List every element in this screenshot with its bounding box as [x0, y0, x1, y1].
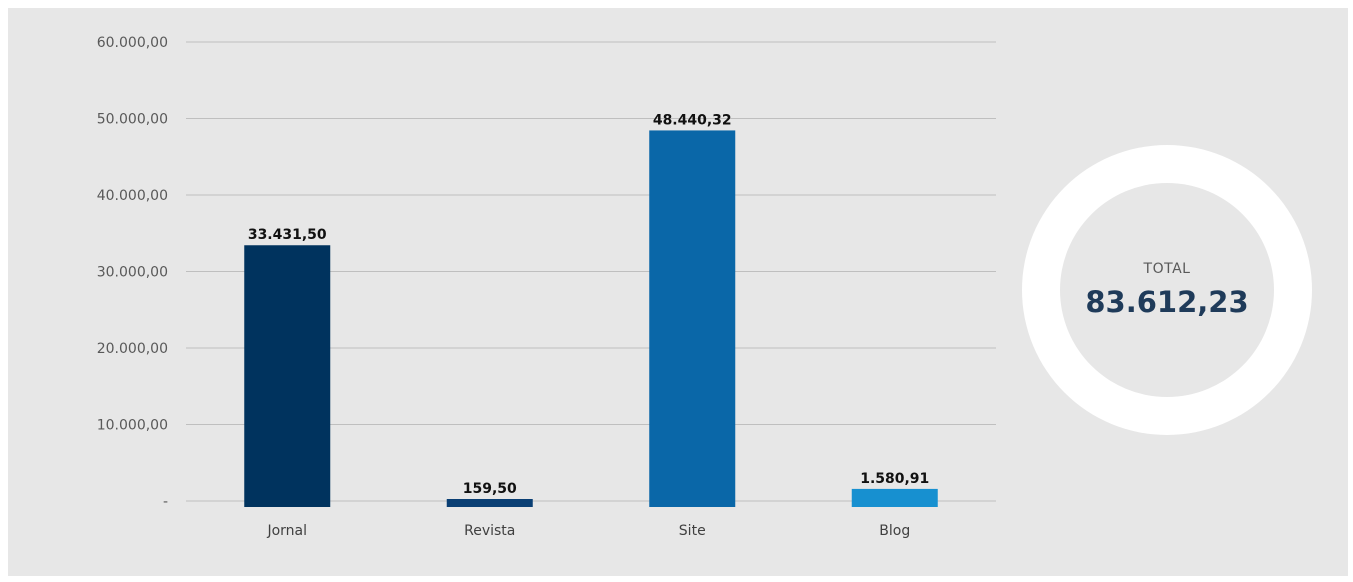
category-label: Jornal [266, 523, 307, 539]
data-label: 48.440,32 [653, 112, 732, 128]
bars [244, 130, 938, 507]
bar-revista [446, 499, 533, 507]
category-label: Revista [464, 523, 515, 539]
total-donut-center: TOTAL 83.612,23 [1060, 183, 1274, 397]
y-tick-label: 20.000,00 [97, 341, 168, 357]
total-label: TOTAL [1143, 261, 1191, 277]
bar-site [649, 130, 736, 507]
y-tick-label: 60.000,00 [97, 35, 168, 51]
bar-jornal [244, 245, 331, 507]
data-labels: 33.431,50 159,50 48.440,32 1.580,91 [248, 112, 929, 497]
y-tick-label: 30.000,00 [97, 265, 168, 281]
y-axis-tick-labels: - 10.000,00 20.000,00 30.000,00 40.000,00 50.… [97, 35, 168, 510]
x-axis-category-labels: Jornal Revista Site Blog [266, 523, 910, 539]
category-label: Blog [879, 523, 910, 539]
bar-chart: - 10.000,00 20.000,00 30.000,00 40.000,00 50.… [97, 35, 996, 539]
category-label: Site [679, 523, 706, 539]
chart-panel: - 10.000,00 20.000,00 30.000,00 40.000,00 50.… [8, 8, 1348, 576]
total-donut: TOTAL 83.612,23 [1022, 145, 1312, 435]
y-tick-label: 10.000,00 [97, 418, 168, 434]
y-tick-label: - [163, 494, 168, 510]
data-label: 1.580,91 [860, 471, 929, 487]
y-tick-label: 50.000,00 [97, 112, 168, 128]
y-tick-label: 40.000,00 [97, 188, 168, 204]
data-label: 33.431,50 [248, 227, 327, 243]
bar-blog [851, 488, 938, 507]
data-label: 159,50 [463, 481, 517, 497]
total-value: 83.612,23 [1085, 285, 1249, 319]
